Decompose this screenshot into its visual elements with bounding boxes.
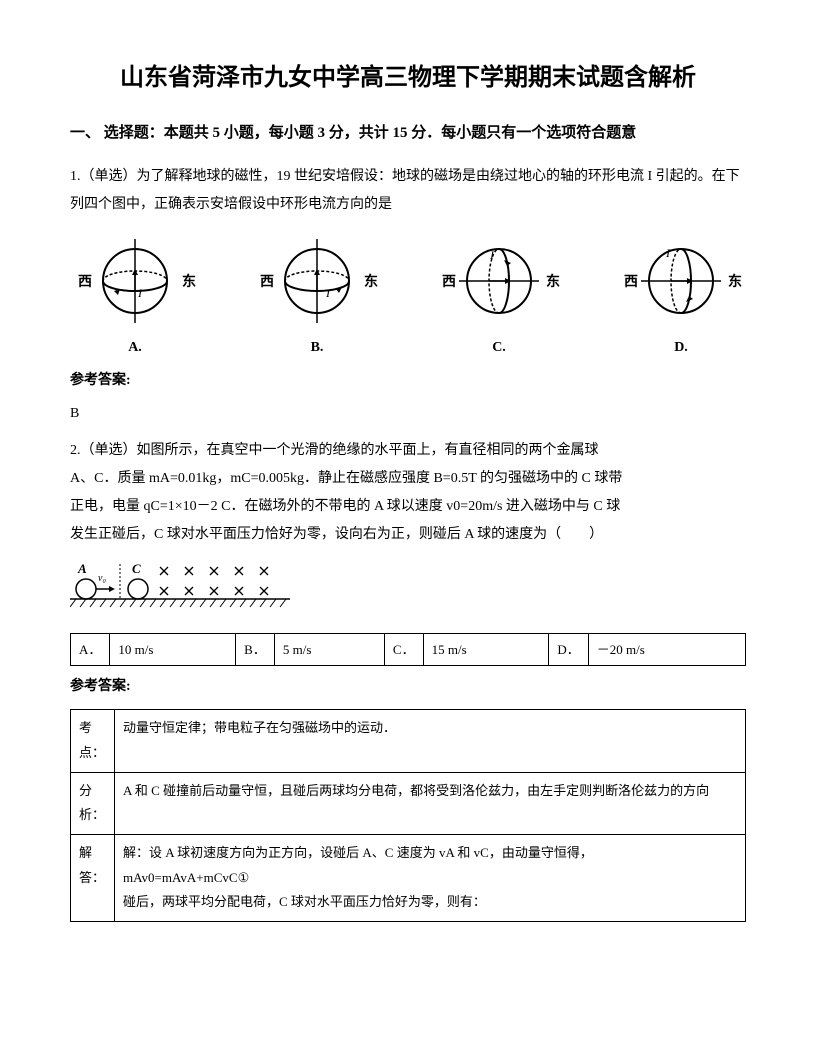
q2-options-table: A． 10 m/s B． 5 m/s C． 15 m/s D． －20 m/s — [70, 633, 746, 666]
section-header: 一、 选择题：本题共 5 小题，每小题 3 分，共计 15 分．每小题只有一个选… — [70, 120, 746, 147]
sphere-d-svg: 西 东 I — [616, 231, 746, 331]
east-label: 东 — [546, 273, 560, 290]
q2-answer-label: 参考答案: — [70, 674, 746, 699]
opt-b-value: 5 m/s — [274, 633, 384, 665]
sphere-b-svg: 西 东 I — [252, 231, 382, 331]
table-row: A． 10 m/s B． 5 m/s C． 15 m/s D． －20 m/s — [71, 633, 746, 665]
table-row: 解答： 解：设 A 球初速度方向为正方向，设碰后 A、C 速度为 vA 和 vC… — [71, 835, 746, 922]
current-label: I — [325, 286, 331, 300]
q1-answer: B — [70, 401, 746, 426]
opt-a-letter: A． — [71, 633, 110, 665]
q2-line2: A、C．质量 mA=0.01kg，mC=0.005kg．静止在磁感应强度 B=0… — [70, 471, 622, 486]
diagram-d-label: D. — [674, 335, 688, 360]
row3-l1: 解：设 A 球初速度方向为正方向，设碰后 A、C 速度为 vA 和 vC，由动量… — [123, 845, 593, 860]
east-label: 东 — [182, 273, 196, 290]
page-title: 山东省菏泽市九女中学高三物理下学期期末试题含解析 — [70, 60, 746, 96]
analysis-row2-label: 分析： — [71, 772, 115, 834]
analysis-row1-label: 考点： — [71, 710, 115, 772]
west-label: 西 — [260, 274, 274, 290]
row3-l3: 碰后，两球平均分配电荷，C 球对水平面压力恰好为零，则有： — [123, 894, 486, 909]
west-label: 西 — [442, 274, 456, 290]
analysis-row3-text: 解：设 A 球初速度方向为正方向，设碰后 A、C 速度为 vA 和 vC，由动量… — [115, 835, 746, 922]
diagram-a: 西 东 I A. — [70, 231, 200, 360]
current-label: I — [665, 246, 671, 260]
diagram-c: 西 东 I C. — [434, 231, 564, 360]
opt-c-letter: C． — [384, 633, 423, 665]
q1-answer-label: 参考答案: — [70, 368, 746, 393]
table-row: 分析： A 和 C 碰撞前后动量守恒，且碰后两球均分电荷，都将受到洛伦兹力，由左… — [71, 772, 746, 834]
east-label: 东 — [364, 273, 378, 290]
sphere-c-svg: 西 东 I — [434, 231, 564, 331]
q1-diagrams: 西 东 I A. 西 东 I B. 西 — [70, 231, 746, 360]
q2-line1: 2.（单选）如图所示，在真空中一个光滑的绝缘的水平面上，有直径相同的两个金属球 — [70, 443, 599, 458]
opt-c-value: 15 m/s — [423, 633, 549, 665]
opt-d-value: －20 m/s — [588, 633, 745, 665]
diagram-d: 西 东 I D. — [616, 231, 746, 360]
q2-line3: 正电，电量 qC=1×10－2 C．在磁场外的不带电的 A 球以速度 v0=20… — [70, 499, 620, 514]
opt-b-letter: B． — [236, 633, 275, 665]
analysis-row1-text: 动量守恒定律；带电粒子在匀强磁场中的运动． — [115, 710, 746, 772]
v0-label: v₀ — [98, 573, 106, 584]
analysis-row2-text: A 和 C 碰撞前后动量守恒，且碰后两球均分电荷，都将受到洛伦兹力，由左手定则判… — [115, 772, 746, 834]
west-label: 西 — [78, 274, 92, 290]
collision-diagram-svg: A v₀ C — [70, 561, 300, 616]
q2-analysis-table: 考点： 动量守恒定律；带电粒子在匀强磁场中的运动． 分析： A 和 C 碰撞前后… — [70, 709, 746, 922]
q2-line4: 发生正碰后，C 球对水平面压力恰好为零，设向右为正，则碰后 A 球的速度为（ ） — [70, 527, 603, 542]
east-label: 东 — [728, 273, 742, 290]
opt-d-letter: D． — [549, 633, 588, 665]
table-row: 考点： 动量守恒定律；带电粒子在匀强磁场中的运动． — [71, 710, 746, 772]
diagram-c-label: C. — [492, 335, 506, 360]
ball-a-label: A — [77, 561, 87, 576]
sphere-a-svg: 西 东 I — [70, 231, 200, 331]
row3-l2: mAv0=mAvA+mCvC① — [123, 870, 249, 885]
opt-a-value: 10 m/s — [110, 633, 236, 665]
q2-diagram: A v₀ C — [70, 561, 746, 625]
ball-c-label: C — [132, 561, 141, 576]
analysis-row3-label: 解答： — [71, 835, 115, 922]
question-2-text: 2.（单选）如图所示，在真空中一个光滑的绝缘的水平面上，有直径相同的两个金属球 … — [70, 437, 746, 549]
diagram-b-label: B. — [311, 335, 324, 360]
diagram-a-label: A. — [128, 335, 142, 360]
diagram-b: 西 东 I B. — [252, 231, 382, 360]
current-label: I — [137, 286, 143, 300]
question-1-text: 1.（单选）为了解释地球的磁性，19 世纪安培假设：地球的磁场是由绕过地心的轴的… — [70, 163, 746, 219]
west-label: 西 — [624, 274, 638, 290]
